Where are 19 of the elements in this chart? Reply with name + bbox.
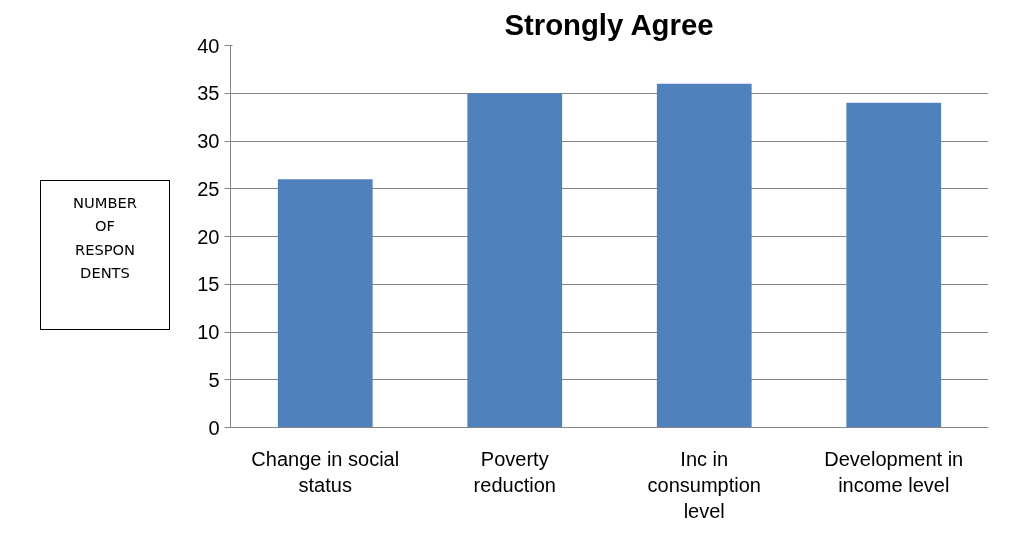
y-tick-label: 10 bbox=[197, 321, 220, 343]
x-tick-label: Development in income level bbox=[824, 447, 964, 496]
x-tick-label: Poverty reduction bbox=[473, 447, 556, 496]
x-tick-label: Change in social status bbox=[251, 447, 400, 496]
y-tick-label: 30 bbox=[197, 130, 220, 152]
bar bbox=[277, 179, 373, 428]
y-tick-label: 15 bbox=[197, 273, 220, 296]
y-tick-label: 5 bbox=[208, 368, 220, 391]
bar bbox=[467, 93, 563, 428]
y-tick-label: 0 bbox=[208, 416, 220, 439]
y-tick-label: 40 bbox=[197, 34, 220, 57]
x-tick-label: Inc in consumption level bbox=[647, 447, 761, 523]
bar bbox=[656, 83, 752, 428]
y-tick-label: 25 bbox=[197, 177, 220, 200]
bar bbox=[846, 102, 942, 428]
y-axis-title: NUMBER OF RESPON DENTS bbox=[73, 193, 137, 284]
y-tick-label: 20 bbox=[197, 225, 220, 248]
chart-title: Strongly Agree bbox=[504, 7, 714, 41]
y-tick-label: 35 bbox=[197, 82, 220, 105]
